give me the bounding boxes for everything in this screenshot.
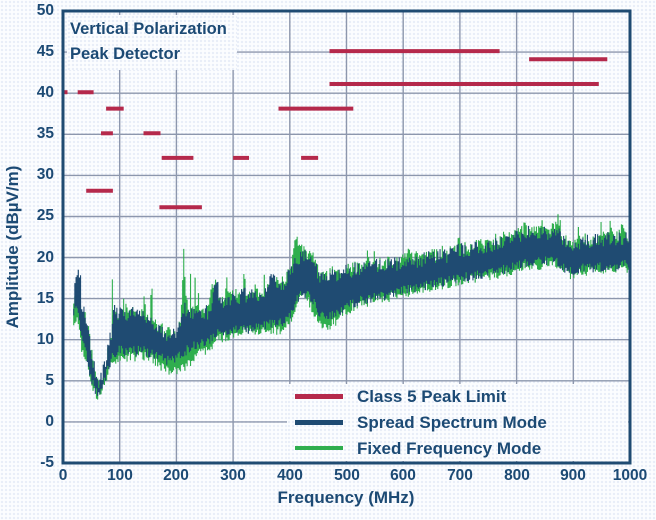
legend-row: Fixed Frequency Mode bbox=[287, 439, 628, 458]
x-tick-label: 700 bbox=[447, 467, 473, 484]
y-tick-label: 45 bbox=[36, 43, 54, 60]
y-tick-label: 35 bbox=[36, 125, 54, 142]
legend-label: Class 5 Peak Limit bbox=[357, 387, 507, 407]
y-tick-label: 10 bbox=[36, 331, 54, 348]
legend-swatch bbox=[295, 419, 343, 425]
legend: Class 5 Peak Limit Spread Spectrum Mode Fi… bbox=[287, 384, 628, 461]
x-tick-label: 300 bbox=[220, 467, 246, 484]
legend-row: Spread Spectrum Mode bbox=[287, 413, 628, 432]
x-tick-label: 500 bbox=[334, 467, 360, 484]
x-tick-label: 800 bbox=[504, 467, 530, 484]
x-tick-label: 0 bbox=[58, 467, 68, 484]
y-tick-label: 20 bbox=[36, 249, 54, 266]
x-tick-label: 100 bbox=[107, 467, 133, 484]
y-tick-label: 15 bbox=[36, 290, 54, 307]
legend-row: Class 5 Peak Limit bbox=[287, 387, 628, 406]
x-tick-label: 400 bbox=[277, 467, 303, 484]
y-tick-label: 50 bbox=[36, 2, 54, 19]
legend-label: Fixed Frequency Mode bbox=[357, 438, 542, 458]
y-tick-label: 0 bbox=[45, 413, 54, 430]
x-tick-label: 1000 bbox=[612, 467, 648, 484]
x-tick-label: 600 bbox=[390, 467, 416, 484]
chart-title: Vertical Polarization Peak Detector bbox=[67, 15, 237, 70]
y-tick-label: -5 bbox=[40, 454, 54, 471]
title-line-2: Peak Detector bbox=[70, 45, 181, 63]
trace-spread-spectrum-mode bbox=[73, 225, 630, 396]
legend-swatch bbox=[295, 446, 343, 451]
x-tick-label: 200 bbox=[163, 467, 189, 484]
y-tick-label: 30 bbox=[36, 166, 54, 183]
title-line-1: Vertical Polarization bbox=[70, 20, 227, 38]
y-tick-label: 5 bbox=[45, 372, 54, 389]
legend-label: Spread Spectrum Mode bbox=[357, 412, 547, 432]
plot-border bbox=[61, 9, 632, 465]
x-axis-label: Frequency (MHz) bbox=[277, 488, 415, 507]
legend-swatch bbox=[295, 394, 343, 400]
y-tick-label: 25 bbox=[36, 207, 54, 224]
x-tick-label: 900 bbox=[560, 467, 586, 484]
y-tick-label: 40 bbox=[36, 84, 54, 101]
